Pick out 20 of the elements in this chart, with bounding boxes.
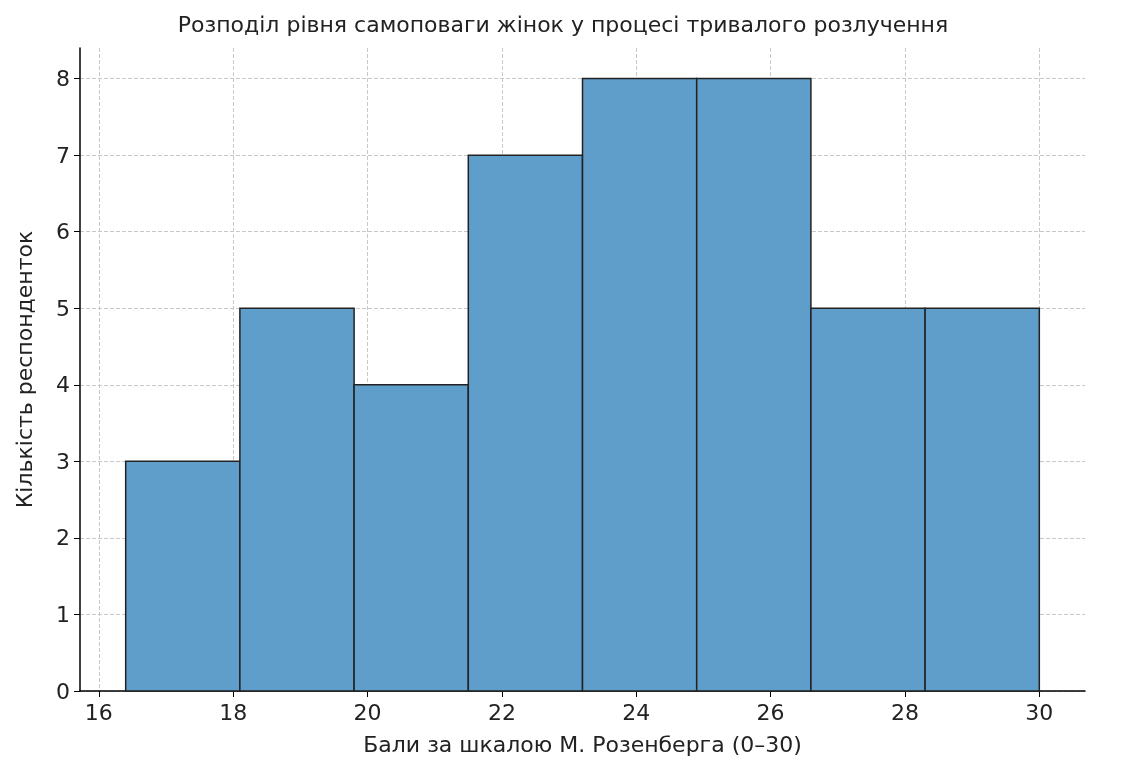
y-tick-label: 6 bbox=[56, 219, 70, 245]
y-tick-label: 7 bbox=[56, 142, 70, 168]
y-tick-label: 8 bbox=[56, 66, 70, 92]
chart-title: Розподіл рівня самоповаги жінок у процесі тривалого розлучення bbox=[177, 11, 949, 37]
x-axis-title: Бали за шкалою М. Розенберга (0–30) bbox=[363, 731, 802, 757]
y-tick-label: 5 bbox=[56, 295, 70, 321]
x-tick-label: 28 bbox=[890, 699, 919, 725]
x-tick-label: 24 bbox=[622, 699, 651, 725]
x-tick-label: 20 bbox=[353, 699, 382, 725]
y-tick-label: 1 bbox=[56, 601, 70, 627]
x-tick-label: 16 bbox=[84, 699, 113, 725]
y-tick-label: 4 bbox=[56, 372, 70, 398]
x-tick-label: 18 bbox=[219, 699, 248, 725]
x-tick-label: 30 bbox=[1025, 699, 1054, 725]
y-tick-label: 3 bbox=[56, 448, 70, 474]
y-axis-title: Кількість респонденток bbox=[11, 230, 37, 509]
y-tick-label: 2 bbox=[56, 525, 70, 551]
x-tick-label: 22 bbox=[487, 699, 516, 725]
x-tick-label: 26 bbox=[756, 699, 785, 725]
y-tick-label: 0 bbox=[56, 678, 70, 704]
